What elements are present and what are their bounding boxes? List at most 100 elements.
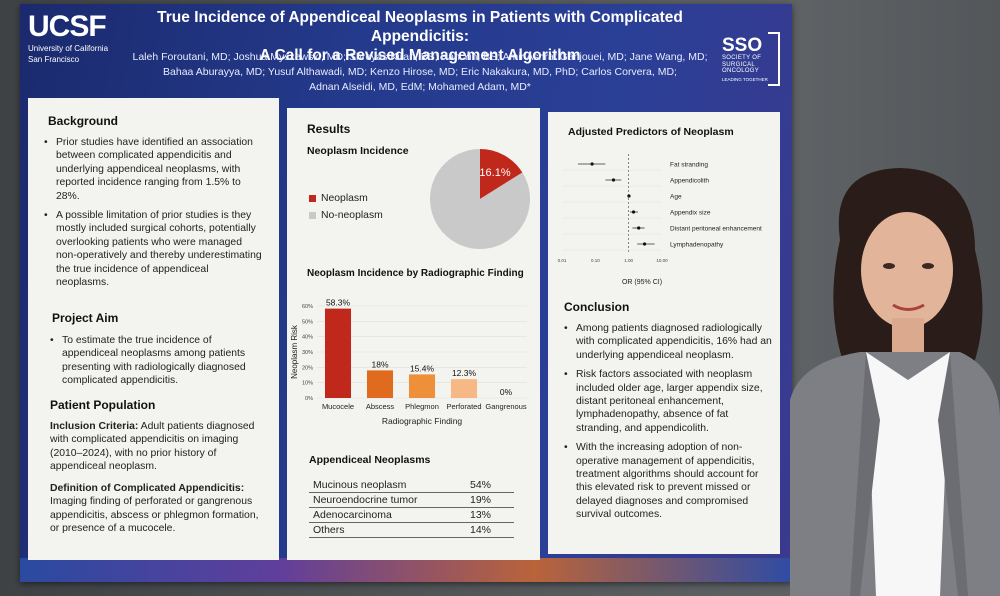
bar-value-label: 58.3% [326,298,351,308]
conclusion-bullet-1: Among patients diagnosed radiologically … [562,322,772,362]
bar-category-label: Phlegmon [405,402,439,411]
sso-logo-mark: SSO [722,35,763,56]
conclusion-list: Among patients diagnosed radiologically … [562,322,772,528]
neoplasm-table-body: Mucinous neoplasm 54% Neuroendocrine tumor… [309,478,514,538]
presenter-face [861,212,953,328]
bar-ytick-label: 20% [302,365,313,371]
forest-point [590,162,594,166]
bar-ytick-label: 0% [305,396,313,402]
forest-point [631,210,636,214]
forest-xtick-label: 1.00 [624,258,633,263]
table-row: Mucinous neoplasm 54% [309,478,514,493]
forest-row-label: Distant peritoneal enhancement [670,226,762,233]
conclusion-bullet-2: Risk factors associated with neoplasm in… [562,368,772,435]
aim-list: To estimate the true incidence of append… [48,334,270,394]
table-cell-value: 14% [466,522,514,538]
bar-perforated [450,379,478,398]
table-row: Neuroendocrine tumor 19% [309,492,514,508]
pie-slice-label: 16.1% [479,167,510,179]
legend-no-neoplasm: No-neoplasm [309,209,383,222]
table-cell-name: Adenocarcinoma [309,507,466,523]
neoplasm-table: Mucinous neoplasm 54% Neuroendocrine tumor… [309,478,514,538]
forest-xtick-label: 10.00 [656,258,668,263]
table-cell-name: Neuroendocrine tumor [309,492,466,508]
bar-category-label: Gangrenous [485,402,527,411]
forest-plot: Fat stranding Appendicolith Age Appendix si… [558,154,762,286]
presenter-shirt [866,352,950,596]
presenter-left-eye [883,263,895,269]
ucsf-logo-sub2: San Francisco [28,55,80,64]
poster-title-line2: A Call for a Revised Management Algorith… [259,47,581,64]
table-row: Others 14% [309,522,514,538]
forest-xtick-label: 0.01 [558,258,567,263]
bar-phlegmon [408,374,436,398]
radiographic-bar-chart: 0% 10% 20% 30% 40% 50% 60% Neoplasm Risk 58.3% Mu… [290,298,527,426]
forest-row-label: Lymphadenopathy [670,242,724,249]
legend-neoplasm-swatch [309,194,316,202]
presenter-neck [892,318,924,358]
background-list: Prior studies have identified an associa… [42,136,264,295]
forest-row-label: Appendix size [670,210,711,217]
incidence-heading: Neoplasm Incidence [307,145,409,157]
legend-neoplasm-label: Neoplasm [321,193,368,204]
authors-line2: Bahaa Aburayya, MD; Yusuf Althawadi, MD;… [163,66,677,78]
poster-bottom-stripe [20,558,792,582]
sso-logo-sub2: SURGICAL [722,61,756,68]
sso-logo-sub3: ONCOLOGY [722,68,760,74]
bar-ytick-label: 10% [302,381,313,387]
bar-value-label: 0% [500,387,513,397]
poster-authors: Laleh Foroutani, MD; Joshua Myszewski, M… [110,50,730,95]
sso-bracket [768,32,780,86]
presenter-right-eye [922,263,934,269]
ucsf-logo-sub1: University of California [28,44,109,53]
population-heading: Patient Population [50,398,156,412]
sso-logo-sub1: SOCIETY OF [722,55,762,61]
bar-ytick-label: 50% [302,319,313,325]
right-panel: Adjusted Predictors of Neoplasm Fat stra… [548,112,780,554]
table-cell-value: 13% [466,507,514,523]
neoplasm-table-heading: Appendiceal Neoplasms [309,454,431,466]
left-panel: Background Prior studies have identified… [28,98,279,560]
bar-ylabel: Neoplasm Risk [290,324,299,379]
bar-chart-title: Neoplasm Incidence by Radiographic Findi… [307,268,524,279]
pie-slice-no-neoplasm [430,149,530,249]
definition-text: Imaging finding of perforated or gangren… [50,496,259,535]
forest-xtick-label: 0.10 [591,258,600,263]
forest-point [637,226,641,230]
bar-ytick-label: 40% [302,335,313,341]
ucsf-logo: UCSF University of California San Franci… [28,10,109,65]
forest-plot-title: Adjusted Predictors of Neoplasm [568,126,734,138]
presenter-lapel-right [938,352,968,596]
pie-slice-neoplasm [480,149,523,199]
forest-xlabel: OR (95% CI) [622,279,662,286]
table-cell-value: 54% [466,478,514,493]
aim-heading: Project Aim [52,311,119,325]
authors-line1: Laleh Foroutani, MD; Joshua Myszewski, M… [132,51,708,63]
table-cell-name: Others [309,522,466,538]
forest-row-label: Age [670,194,682,201]
sso-logo: SSO SOCIETY OF SURGICAL ONCOLOGY LEADING… [722,32,782,86]
bar-category-label: Mucocele [322,402,354,411]
legend-no-neoplasm-label: No-neoplasm [321,210,383,221]
bar-ytick-label: 60% [302,304,313,310]
poster-title-line1: True Incidence of Appendiceal Neoplasms … [157,9,683,45]
definition-block: Definition of Complicated Appendicitis: I… [50,482,270,536]
definition-label: Definition of Complicated Appendicitis: [50,483,245,494]
bar-mucocele [324,308,352,398]
ucsf-logo-mark: UCSF [28,10,107,43]
inclusion-criteria: Inclusion Criteria: Adult patients diagn… [50,420,265,474]
table-cell-name: Mucinous neoplasm [309,478,466,493]
forest-point [627,194,631,198]
legend-neoplasm: Neoplasm [309,192,368,205]
background-bullet-1: Prior studies have identified an associa… [42,136,264,203]
authors-line3: Adnan Alseidi, MD, EdM; Mohamed Adam, MD… [309,81,531,93]
table-row: Adenocarcinoma 13% [309,507,514,523]
bar-abscess [366,370,394,398]
background-bullet-2: A possible limitation of prior studies i… [42,209,264,289]
bar-category-label: Perforated [446,402,481,411]
bar-ytick-label: 30% [302,350,313,356]
inclusion-text: Adult patients diagnosed with complicate… [50,421,255,473]
bar-xlabel: Radiographic Finding [382,416,463,426]
bar-value-label: 15.4% [410,363,435,373]
